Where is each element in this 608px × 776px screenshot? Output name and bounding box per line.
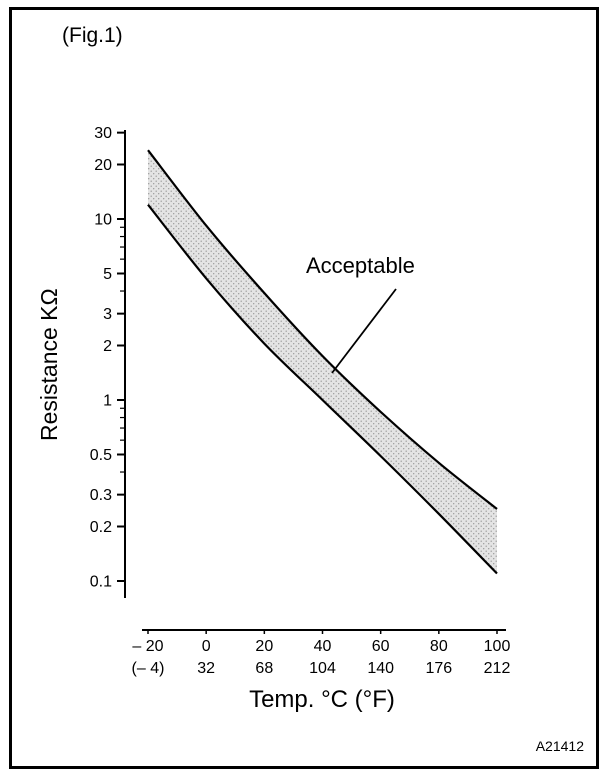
- y-tick-label: 0.3: [90, 487, 112, 504]
- y-tick-label: 10: [94, 212, 112, 229]
- y-tick-label: 0.2: [90, 519, 112, 536]
- y-tick-label: 20: [94, 157, 112, 174]
- annotation-acceptable: Acceptable: [306, 253, 415, 278]
- x-tick-label-fahrenheit: 140: [367, 660, 394, 677]
- y-tick-label: 30: [94, 125, 112, 142]
- x-tick-label-celsius: – 20: [132, 638, 163, 655]
- figure-code: A21412: [535, 738, 584, 754]
- acceptable-band: [148, 150, 497, 574]
- lower-limit-curve: [147, 204, 498, 575]
- x-tick-label-celsius: 80: [430, 638, 448, 655]
- y-tick-label: 0.1: [90, 574, 112, 591]
- x-tick-label-fahrenheit: 104: [309, 660, 336, 677]
- x-tick-label-fahrenheit: 212: [484, 660, 511, 677]
- y-tick-label: 2: [103, 338, 112, 355]
- x-tick-label-celsius: 40: [314, 638, 332, 655]
- x-tick-label-celsius: 20: [255, 638, 273, 655]
- acceptable-pointer-line: [331, 288, 397, 374]
- upper-limit-curve: [147, 149, 498, 510]
- y-axis-title: Resistance KΩ: [36, 288, 62, 442]
- y-tick-label: 1: [103, 393, 112, 410]
- x-tick-label-celsius: 60: [372, 638, 390, 655]
- x-tick-label-fahrenheit: (– 4): [132, 660, 165, 677]
- y-tick-label: 0.5: [90, 447, 112, 464]
- y-tick-label: 5: [103, 266, 112, 283]
- x-axis-title: Temp. °C (°F): [249, 686, 395, 713]
- figure-label: (Fig.1): [62, 24, 123, 47]
- x-tick-label-fahrenheit: 32: [197, 660, 215, 677]
- x-tick-label-celsius: 0: [202, 638, 211, 655]
- x-tick-label-celsius: 100: [484, 638, 511, 655]
- x-tick-label-fahrenheit: 68: [255, 660, 273, 677]
- x-tick-label-fahrenheit: 176: [425, 660, 452, 677]
- y-tick-label: 3: [103, 306, 112, 323]
